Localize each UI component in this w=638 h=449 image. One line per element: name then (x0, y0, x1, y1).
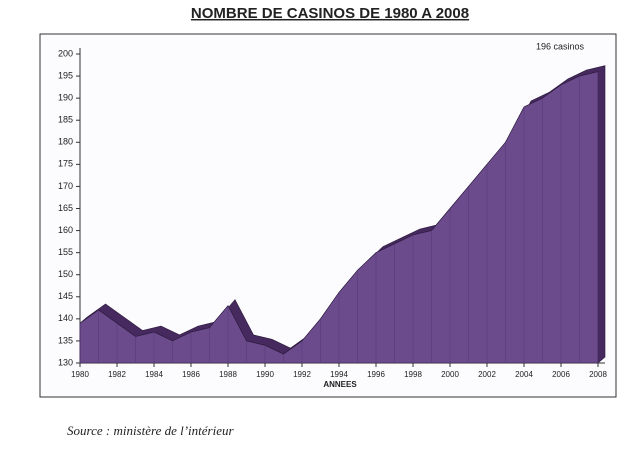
y-tick-label: 195 (58, 70, 73, 80)
x-tick-label: 1992 (293, 370, 311, 379)
annotation: 196 casinos (536, 41, 585, 51)
x-tick-label: 1994 (330, 370, 348, 379)
y-tick-label: 140 (58, 313, 73, 323)
y-tick-label: 185 (58, 115, 73, 125)
y-tick-label: 170 (58, 181, 73, 191)
y-tick-label: 175 (58, 159, 73, 169)
x-tick-label: 1996 (367, 370, 385, 379)
y-tick-label: 180 (58, 137, 73, 147)
x-tick-label: 1980 (71, 370, 89, 379)
x-tick-label: 2004 (515, 370, 533, 379)
y-tick-label: 200 (58, 48, 73, 58)
x-tick-label: 1982 (108, 370, 126, 379)
x-tick-label: 2002 (478, 370, 496, 379)
y-tick-label: 190 (58, 93, 73, 103)
x-tick-label: 2008 (589, 370, 607, 379)
x-tick-label: 1988 (219, 370, 237, 379)
y-tick-label: 165 (58, 203, 73, 213)
x-tick-label: 2006 (552, 370, 570, 379)
y-tick-label: 135 (58, 335, 73, 345)
x-tick-label: 1998 (404, 370, 422, 379)
y-tick-label: 155 (58, 247, 73, 257)
y-tick-label: 145 (58, 291, 73, 301)
y-tick-label: 150 (58, 269, 73, 279)
x-tick-label: 1990 (256, 370, 274, 379)
x-tick-label: 2000 (441, 370, 459, 379)
y-tick-label: 160 (58, 225, 73, 235)
chart-title: NOMBRE DE CASINOS DE 1980 A 2008 (191, 5, 469, 22)
x-axis-label: ANNEES (323, 380, 357, 389)
x-tick-label: 1986 (182, 370, 200, 379)
source: Source : ministère de l’intérieur (67, 423, 234, 438)
x-tick-label: 1984 (145, 370, 163, 379)
y-tick-label: 130 (58, 357, 73, 367)
